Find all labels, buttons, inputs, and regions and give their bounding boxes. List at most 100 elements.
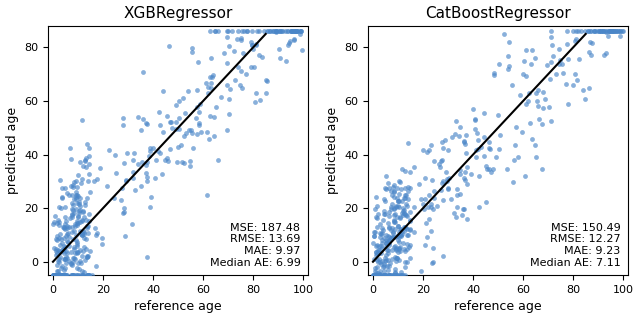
Point bbox=[392, 233, 402, 238]
Point bbox=[470, 118, 481, 123]
Point bbox=[49, 273, 59, 278]
Point bbox=[67, 207, 77, 212]
Point bbox=[291, 29, 301, 34]
Point bbox=[546, 34, 556, 40]
Point bbox=[186, 158, 196, 163]
Point bbox=[273, 47, 284, 52]
Point bbox=[374, 269, 385, 274]
Point bbox=[401, 264, 411, 269]
Point bbox=[399, 211, 409, 216]
Point bbox=[225, 86, 235, 91]
Point bbox=[281, 58, 291, 63]
Point bbox=[60, 222, 70, 227]
Point bbox=[459, 206, 469, 211]
Point bbox=[546, 119, 556, 124]
Point bbox=[52, 248, 63, 253]
Point bbox=[438, 145, 449, 150]
Point bbox=[393, 224, 403, 229]
Point bbox=[561, 81, 572, 86]
Point bbox=[82, 273, 92, 278]
Point bbox=[571, 29, 581, 34]
Point bbox=[603, 33, 613, 38]
Point bbox=[376, 250, 387, 256]
Point bbox=[53, 269, 63, 274]
Point bbox=[60, 256, 70, 261]
Point bbox=[396, 270, 406, 275]
Point bbox=[60, 186, 70, 191]
Point bbox=[403, 141, 413, 146]
Point bbox=[417, 148, 428, 153]
Point bbox=[60, 247, 70, 252]
Point bbox=[527, 48, 537, 53]
Point bbox=[128, 158, 138, 163]
Point bbox=[594, 29, 604, 34]
Point bbox=[49, 273, 60, 278]
Point bbox=[517, 71, 527, 77]
Point bbox=[83, 273, 93, 278]
Point bbox=[284, 40, 294, 45]
Point bbox=[394, 232, 404, 237]
Point bbox=[389, 243, 399, 249]
Point bbox=[374, 273, 384, 278]
Point bbox=[397, 232, 408, 237]
Point bbox=[372, 251, 383, 256]
Point bbox=[399, 208, 409, 213]
Point bbox=[236, 85, 246, 90]
Point bbox=[127, 221, 138, 226]
Point bbox=[196, 129, 206, 134]
Point bbox=[56, 273, 67, 278]
Point bbox=[145, 148, 156, 153]
Point bbox=[49, 273, 59, 278]
Point bbox=[58, 225, 68, 230]
Point bbox=[142, 160, 152, 165]
Point bbox=[383, 250, 393, 256]
Point bbox=[369, 273, 380, 278]
Point bbox=[65, 215, 76, 220]
Point bbox=[394, 179, 404, 184]
Point bbox=[73, 214, 83, 219]
Point bbox=[283, 29, 293, 34]
Point bbox=[83, 230, 93, 235]
Point bbox=[160, 158, 170, 163]
Point bbox=[380, 273, 390, 278]
Point bbox=[77, 233, 87, 238]
Point bbox=[384, 273, 394, 278]
Point bbox=[265, 29, 275, 34]
Point bbox=[77, 229, 88, 234]
Point bbox=[83, 223, 93, 228]
Point bbox=[252, 90, 262, 95]
Point bbox=[72, 273, 82, 278]
Point bbox=[203, 91, 213, 96]
Point bbox=[78, 248, 88, 253]
Point bbox=[76, 117, 86, 122]
Point bbox=[121, 177, 131, 182]
Point bbox=[395, 249, 405, 254]
Point bbox=[429, 189, 440, 194]
Point bbox=[74, 267, 84, 272]
Point bbox=[79, 235, 89, 240]
Point bbox=[401, 168, 411, 173]
Point bbox=[282, 29, 292, 34]
Point bbox=[390, 219, 401, 224]
Point bbox=[390, 211, 401, 217]
Point bbox=[73, 213, 83, 218]
Point bbox=[51, 273, 61, 278]
Point bbox=[378, 273, 388, 278]
Point bbox=[70, 189, 81, 194]
Point bbox=[68, 255, 78, 260]
Point bbox=[156, 122, 166, 127]
Point bbox=[61, 260, 71, 265]
Point bbox=[393, 199, 403, 204]
Point bbox=[56, 237, 67, 242]
Point bbox=[137, 160, 147, 165]
Point bbox=[403, 189, 413, 194]
Point bbox=[72, 240, 83, 245]
Point bbox=[262, 29, 273, 34]
Point bbox=[206, 85, 216, 91]
Point bbox=[443, 186, 453, 191]
Point bbox=[534, 117, 544, 122]
Point bbox=[270, 29, 280, 34]
Point bbox=[465, 171, 476, 176]
Point bbox=[384, 210, 394, 215]
Point bbox=[104, 148, 114, 153]
